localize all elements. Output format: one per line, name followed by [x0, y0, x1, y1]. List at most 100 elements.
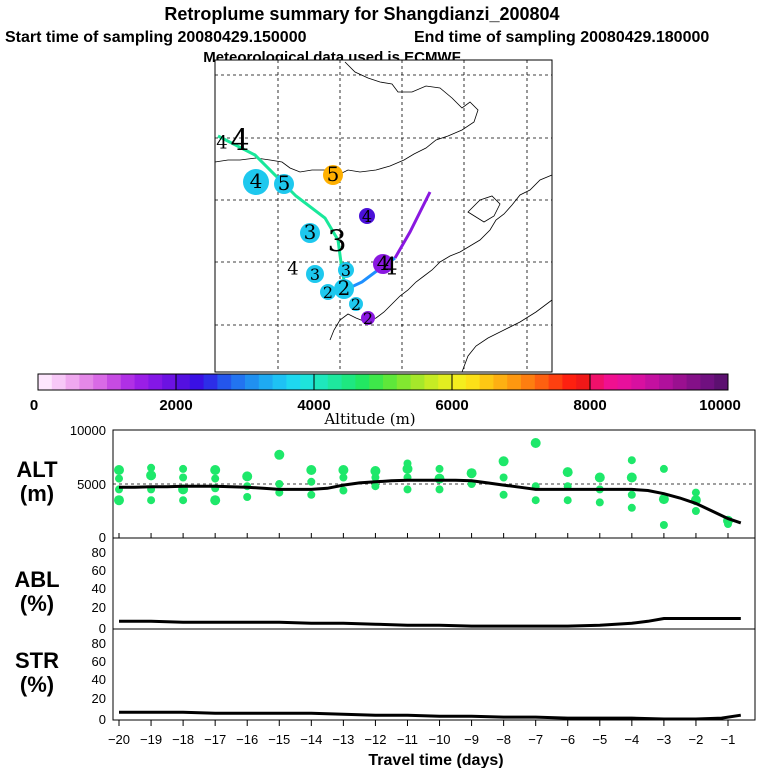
- map-plume-bubble: [323, 165, 343, 185]
- x-tick-label: −13: [332, 732, 354, 747]
- alt-plume-dot: [691, 507, 700, 515]
- end-time-label: End time of sampling 20080429.180000: [414, 29, 709, 46]
- map-marker-label: 2: [323, 283, 333, 302]
- colorbar-dividers: [175, 374, 591, 390]
- colorbar-cell: [272, 374, 287, 390]
- map-plume-bubble: [334, 279, 354, 299]
- colorbar-cell: [245, 374, 260, 390]
- colorbar-cell: [79, 374, 94, 390]
- colorbar-cell: [51, 374, 67, 390]
- alt-plume-dot: [499, 490, 508, 499]
- alt-plume-dot: [147, 496, 156, 505]
- alt-plume-dot: [339, 473, 348, 482]
- colorbar-cell: [479, 374, 494, 390]
- x-tick-label: −5: [592, 732, 607, 747]
- map-plume-bubble: [274, 174, 294, 194]
- x-tick-label: −2: [689, 732, 704, 747]
- alt-plume-dot: [114, 465, 124, 475]
- colorbar-cell: [134, 374, 149, 390]
- colorbar-cell: [38, 374, 53, 390]
- colorbar-cell: [714, 374, 729, 390]
- alt-plume-dot: [691, 488, 700, 497]
- alt-plume-dot: [434, 473, 445, 484]
- colorbar-cell: [686, 374, 701, 390]
- colorbar-cell: [590, 374, 605, 390]
- colorbar-cell: [562, 374, 577, 390]
- alt-ytick-0: 0: [99, 530, 106, 545]
- map-marker-label: 4: [250, 169, 263, 193]
- map-marker-label: 4: [377, 251, 390, 275]
- alt-plume-dot: [179, 496, 188, 505]
- alt-plume-dot: [466, 468, 477, 479]
- colorbar-cell: [383, 374, 398, 390]
- colorbar-cell: [603, 374, 619, 390]
- alt-plume-dot: [275, 480, 284, 488]
- alt-plume-dot: [370, 466, 381, 476]
- colorbar-cell: [258, 374, 274, 390]
- alt-dots: [114, 438, 733, 529]
- colorbar-cell: [438, 374, 453, 390]
- str-ytick-0: 0: [99, 712, 106, 727]
- map-plume-bubble: [338, 262, 354, 278]
- abl-label: ABL: [14, 567, 59, 592]
- x-tick-label: −14: [300, 732, 322, 747]
- alt-plume-dot: [435, 485, 444, 494]
- alt-plume-dot: [531, 496, 540, 505]
- colorbar-tick-4000: 4000: [297, 397, 330, 414]
- colorbar-cell: [355, 374, 370, 390]
- abl-ytick-40: 40: [92, 581, 106, 596]
- x-tick-label: −15: [268, 732, 290, 747]
- map-plume-bubble: [320, 284, 336, 300]
- alt-plume-dot: [626, 472, 637, 483]
- colorbar-tick-2000: 2000: [159, 397, 192, 414]
- colorbar-title: Altitude (m): [323, 410, 415, 428]
- map-coastline: [214, 61, 553, 373]
- alt-plume-dot: [242, 471, 253, 482]
- alt-plume-dot: [499, 473, 508, 482]
- alt-plume-dot: [338, 465, 349, 475]
- colorbar-cell: [645, 374, 660, 390]
- colorbar-cell: [162, 374, 177, 390]
- map-marker-label: 5: [327, 162, 340, 186]
- colorbar-cell: [493, 374, 508, 390]
- alt-plume-dot: [274, 449, 285, 460]
- alt-plume-dot: [498, 456, 509, 467]
- colorbar-frame: [37, 373, 729, 391]
- abl-ytick-20: 20: [92, 600, 106, 615]
- colorbar-cell: [314, 374, 329, 390]
- alt-plume-dot: [594, 472, 605, 483]
- x-tick-label: −10: [428, 732, 450, 747]
- x-axis-title: Travel time (days): [368, 752, 503, 768]
- colorbar-cell: [120, 374, 136, 390]
- colorbar-cell: [410, 374, 425, 390]
- colorbar-cell: [534, 374, 550, 390]
- alt-plume-dot: [659, 464, 668, 473]
- alt-plume-dot: [435, 464, 444, 473]
- alt-plume-dot: [179, 473, 188, 482]
- colorbar-tick-0: 0: [30, 397, 38, 414]
- alt-plume-dot: [307, 477, 316, 486]
- colorbar-cell: [617, 374, 632, 390]
- alt-plume-dot: [595, 498, 604, 507]
- colorbar-cell: [576, 374, 591, 390]
- abl-ytick-0: 0: [99, 621, 106, 636]
- str-label: STR: [15, 648, 59, 673]
- x-tick-label: −12: [364, 732, 386, 747]
- x-tick-label: −8: [496, 732, 511, 747]
- alt-plume-dot: [403, 459, 412, 468]
- colorbar-cell: [148, 374, 163, 390]
- colorbar-cell: [659, 374, 674, 390]
- x-tick-label: −3: [656, 732, 671, 747]
- colorbar-cell: [548, 374, 563, 390]
- x-tick-label: −11: [397, 732, 418, 747]
- colorbar-cell: [465, 374, 481, 390]
- alt-plume-dot: [627, 503, 636, 512]
- colorbar-cell: [396, 374, 412, 390]
- str-ytick-20: 20: [92, 691, 106, 706]
- alt-plume-dot: [339, 486, 348, 495]
- str-line: [119, 710, 742, 721]
- map-marker-label: 2: [351, 295, 361, 314]
- colorbar-cell: [189, 374, 205, 390]
